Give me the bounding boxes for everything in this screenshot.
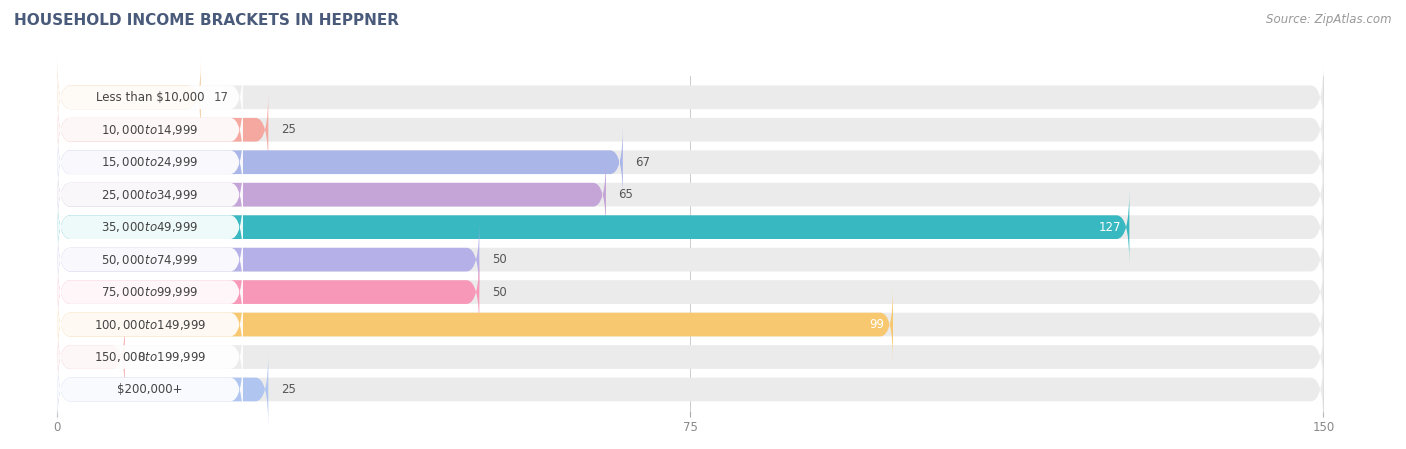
FancyBboxPatch shape [58, 223, 479, 296]
Text: 25: 25 [281, 383, 295, 396]
FancyBboxPatch shape [58, 255, 243, 329]
FancyBboxPatch shape [58, 125, 623, 199]
Text: $15,000 to $24,999: $15,000 to $24,999 [101, 155, 198, 169]
Text: 65: 65 [619, 188, 634, 201]
Text: 17: 17 [214, 91, 228, 104]
FancyBboxPatch shape [58, 190, 1323, 264]
Text: 67: 67 [636, 156, 651, 169]
Text: $150,000 to $199,999: $150,000 to $199,999 [94, 350, 207, 364]
FancyBboxPatch shape [58, 288, 1323, 361]
Text: $25,000 to $34,999: $25,000 to $34,999 [101, 188, 198, 202]
Text: $200,000+: $200,000+ [117, 383, 183, 396]
FancyBboxPatch shape [58, 223, 243, 296]
FancyBboxPatch shape [58, 223, 1323, 296]
Text: $50,000 to $74,999: $50,000 to $74,999 [101, 253, 198, 267]
FancyBboxPatch shape [58, 61, 1323, 134]
FancyBboxPatch shape [58, 125, 1323, 199]
FancyBboxPatch shape [58, 158, 606, 232]
FancyBboxPatch shape [58, 93, 1323, 167]
Text: $100,000 to $149,999: $100,000 to $149,999 [94, 317, 207, 331]
FancyBboxPatch shape [58, 320, 1323, 394]
FancyBboxPatch shape [58, 255, 1323, 329]
FancyBboxPatch shape [58, 352, 1323, 427]
FancyBboxPatch shape [58, 352, 243, 427]
Text: 99: 99 [869, 318, 884, 331]
FancyBboxPatch shape [58, 320, 243, 394]
FancyBboxPatch shape [58, 288, 243, 361]
Text: Source: ZipAtlas.com: Source: ZipAtlas.com [1267, 13, 1392, 26]
FancyBboxPatch shape [58, 190, 1129, 264]
Text: 50: 50 [492, 286, 506, 299]
FancyBboxPatch shape [58, 158, 243, 232]
FancyBboxPatch shape [58, 125, 243, 199]
Text: Less than $10,000: Less than $10,000 [96, 91, 204, 104]
FancyBboxPatch shape [58, 320, 125, 394]
FancyBboxPatch shape [58, 190, 243, 264]
FancyBboxPatch shape [58, 255, 479, 329]
Text: 50: 50 [492, 253, 506, 266]
Text: 8: 8 [138, 351, 145, 364]
FancyBboxPatch shape [58, 158, 1323, 232]
Text: $75,000 to $99,999: $75,000 to $99,999 [101, 285, 198, 299]
FancyBboxPatch shape [58, 61, 201, 134]
FancyBboxPatch shape [58, 61, 243, 134]
Text: 127: 127 [1098, 220, 1121, 233]
FancyBboxPatch shape [58, 288, 893, 361]
Text: $10,000 to $14,999: $10,000 to $14,999 [101, 123, 198, 137]
Text: 25: 25 [281, 123, 295, 136]
FancyBboxPatch shape [58, 93, 243, 167]
Text: HOUSEHOLD INCOME BRACKETS IN HEPPNER: HOUSEHOLD INCOME BRACKETS IN HEPPNER [14, 13, 399, 28]
Text: $35,000 to $49,999: $35,000 to $49,999 [101, 220, 198, 234]
FancyBboxPatch shape [58, 352, 269, 427]
FancyBboxPatch shape [58, 93, 269, 167]
